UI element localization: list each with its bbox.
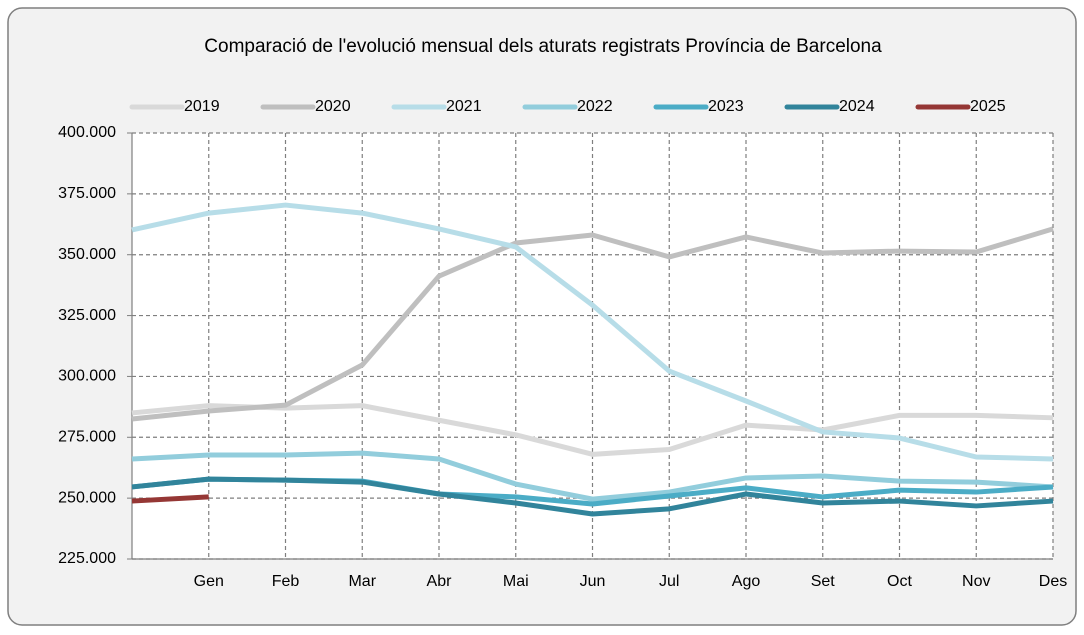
series-line — [131, 403, 1054, 457]
x-tick-label: Mar — [348, 573, 376, 590]
series-line — [131, 494, 209, 504]
legend-label: 2023 — [708, 98, 744, 115]
x-tick-label: Des — [1039, 573, 1067, 590]
y-tick-label: 350.000 — [58, 246, 116, 263]
x-tick-label: Gen — [194, 573, 224, 590]
series-line — [131, 202, 1054, 462]
legend-label: 2020 — [315, 98, 351, 115]
legend-label: 2021 — [446, 98, 482, 115]
chart-title: Comparació de l'evolució mensual dels at… — [204, 36, 882, 57]
x-tick-label: Ago — [732, 573, 761, 590]
y-tick-label: 300.000 — [58, 368, 116, 385]
x-tick-label: Abr — [427, 573, 453, 590]
y-tick-label: 275.000 — [58, 429, 116, 446]
x-tick-label: Feb — [272, 573, 300, 590]
y-tick-label: 325.000 — [58, 307, 116, 324]
legend-label: 2024 — [839, 98, 875, 115]
legend-label: 2019 — [184, 98, 220, 115]
y-tick-label: 225.000 — [58, 550, 116, 567]
series-line — [131, 450, 1054, 502]
x-tick-label: Jun — [580, 573, 606, 590]
x-tick-label: Set — [811, 573, 836, 590]
x-tick-label: Oct — [887, 573, 912, 590]
y-tick-label: 375.000 — [58, 185, 116, 202]
legend-label: 2022 — [577, 98, 613, 115]
series-line — [131, 226, 1054, 422]
legend-label: 2025 — [970, 98, 1006, 115]
x-tick-label: Jul — [659, 573, 679, 590]
y-tick-label: 400.000 — [58, 124, 116, 141]
y-tick-label: 250.000 — [58, 489, 116, 506]
series-line — [131, 476, 1054, 517]
x-tick-label: Mai — [503, 573, 529, 590]
x-tick-label: Nov — [962, 573, 990, 590]
